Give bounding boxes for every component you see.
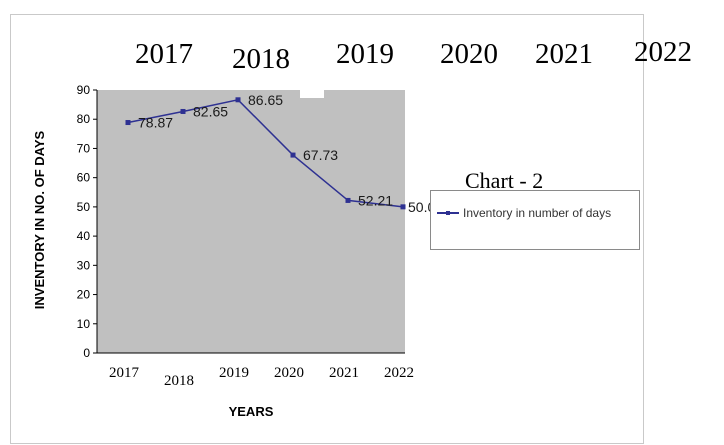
data-label: 52.21	[358, 192, 393, 208]
top-year-label-2020: 2020	[440, 38, 498, 70]
data-point	[345, 197, 351, 203]
top-year-label-2017: 2017	[135, 38, 193, 70]
x-tick-label: 2020	[274, 365, 304, 381]
data-label: 86.65	[248, 92, 283, 108]
y-tick-label: 80	[77, 112, 91, 126]
top-year-label-2022: 2022	[634, 36, 692, 68]
y-tick-label: 90	[77, 83, 91, 97]
data-point	[235, 97, 241, 103]
data-point	[180, 108, 186, 114]
data-label: 82.65	[193, 103, 228, 119]
y-tick-label: 10	[77, 317, 91, 331]
y-tick-label: 0	[83, 346, 90, 360]
plot-area	[97, 90, 405, 353]
data-label: 67.73	[303, 147, 338, 163]
data-label: 78.87	[138, 115, 173, 131]
x-tick-label: 2017	[109, 365, 140, 381]
y-tick-label: 30	[77, 258, 91, 272]
top-year-label-2021: 2021	[535, 38, 593, 70]
top-year-label-2019: 2019	[336, 38, 394, 70]
y-tick-label: 20	[77, 288, 91, 302]
y-axis-title: INVENTORY IN NO. OF DAYS	[32, 130, 47, 309]
x-tick-label: 2018	[164, 373, 194, 389]
legend-marker-swatch	[446, 211, 450, 215]
x-tick-label: 2021	[329, 365, 359, 381]
data-point	[290, 152, 296, 158]
occluding-box	[300, 62, 324, 98]
y-tick-label: 40	[77, 229, 91, 243]
y-tick-label: 70	[77, 141, 91, 155]
y-tick-label: 60	[77, 171, 91, 185]
legend-entry-label: Inventory in number of days	[463, 206, 612, 220]
top-year-label-2018: 2018	[232, 43, 290, 75]
x-tick-label: 2022	[384, 365, 414, 381]
data-point	[125, 120, 131, 126]
y-tick-label: 50	[77, 200, 91, 214]
x-tick-label: 2019	[219, 365, 249, 381]
chart-caption: Chart - 2	[465, 168, 544, 193]
x-axis-title: YEARS	[229, 404, 274, 419]
data-point	[400, 204, 406, 210]
series-line	[127, 98, 404, 208]
legend: Inventory in number of days	[430, 190, 640, 250]
